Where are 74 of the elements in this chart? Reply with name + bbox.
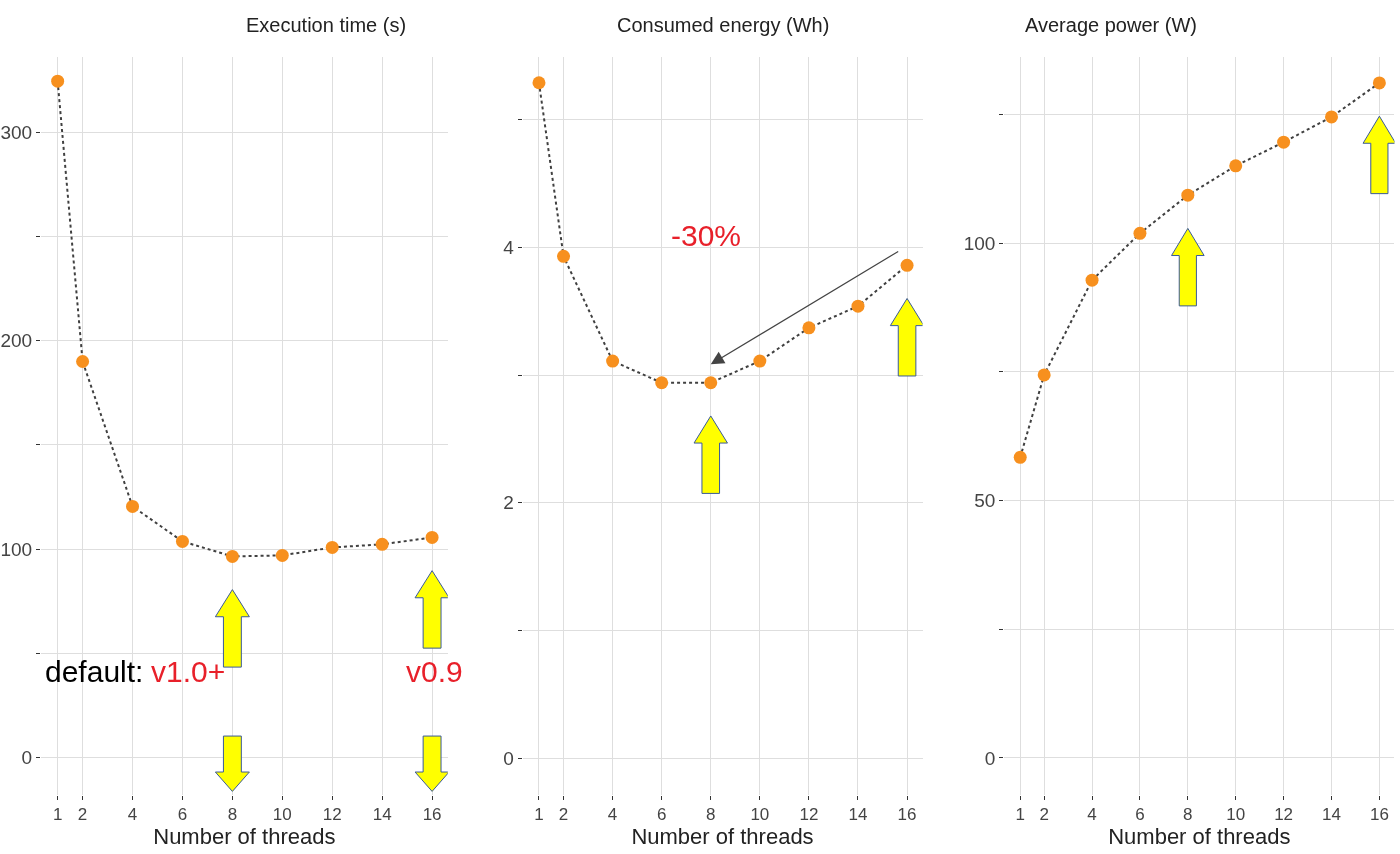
x-tick-label: 4 [607, 805, 618, 825]
point [1229, 159, 1243, 173]
x-tick-label: 2 [1039, 805, 1049, 825]
point [1325, 110, 1338, 124]
point [126, 499, 140, 513]
x-tick-label: 10 [750, 805, 770, 825]
y-tick-label: 50 [974, 490, 996, 512]
x-axis-title: Number of threads [631, 824, 814, 850]
x-tick-label: 10 [272, 805, 292, 825]
point [1085, 273, 1099, 287]
x-tick-label: 1 [534, 805, 544, 825]
x-tick-label: 12 [799, 805, 819, 825]
annotation: v1.0+ [151, 655, 226, 688]
x-tick-label: 16 [422, 805, 442, 825]
x-tick-label: 4 [127, 805, 138, 825]
y-tick-label: 2 [503, 492, 514, 514]
x-tick-label: 4 [1087, 805, 1097, 825]
chart-title: Average power (W) [1025, 14, 1197, 36]
point [606, 354, 620, 368]
point [851, 299, 865, 313]
annotation: -30% [671, 219, 742, 252]
x-tick-label: 6 [1135, 805, 1145, 825]
x-tick-label: 12 [1274, 805, 1294, 825]
point [76, 355, 90, 369]
x-tick-label: 10 [1226, 805, 1246, 825]
x-tick-label: 14 [848, 805, 868, 825]
point [557, 249, 571, 263]
x-tick-label: 14 [372, 805, 392, 825]
point [900, 258, 914, 272]
point [375, 537, 389, 551]
x-tick-label: 8 [227, 805, 238, 825]
point [1133, 226, 1147, 240]
y-tick-label: 0 [21, 747, 33, 769]
x-axis-title: Number of threads [153, 824, 336, 850]
point [175, 534, 189, 548]
point [225, 549, 239, 563]
point [1277, 135, 1291, 149]
annotation: default: [45, 655, 144, 688]
x-tick-label: 16 [897, 805, 917, 825]
point [275, 548, 289, 562]
x-tick-label: 14 [1322, 805, 1341, 825]
y-tick-label: 4 [503, 237, 515, 259]
x-tick-label: 2 [77, 805, 88, 825]
point [425, 530, 439, 544]
x-tick-label: 1 [1015, 805, 1025, 825]
point [51, 74, 65, 88]
chart-title: Execution time (s) [246, 14, 407, 36]
point [753, 354, 767, 368]
point [655, 376, 669, 390]
y-tick-label: 100 [963, 232, 996, 254]
y-tick-label: 100 [0, 538, 33, 560]
point [325, 540, 339, 554]
point [1037, 368, 1051, 382]
chart-title: Consumed energy (Wh) [617, 14, 830, 36]
point [1181, 188, 1195, 202]
x-tick-label: 8 [1183, 805, 1193, 825]
y-tick-label: 300 [0, 121, 33, 143]
x-tick-label: 1 [52, 805, 63, 825]
y-tick-label: 200 [0, 330, 33, 352]
x-tick-label: 12 [322, 805, 342, 825]
y-tick-label: 0 [503, 747, 514, 769]
point [704, 376, 718, 390]
y-tick-label: 0 [984, 747, 996, 769]
x-tick-label: 6 [656, 805, 667, 825]
x-tick-label: 2 [558, 805, 569, 825]
point [802, 321, 816, 335]
annotation: v0.9 [406, 655, 463, 688]
x-axis-title: Number of threads [1108, 824, 1291, 850]
point [1013, 450, 1027, 464]
x-tick-label: 16 [1369, 805, 1389, 825]
point [1372, 76, 1386, 90]
point [532, 76, 546, 90]
x-tick-label: 6 [177, 805, 188, 825]
x-tick-label: 8 [706, 805, 716, 825]
